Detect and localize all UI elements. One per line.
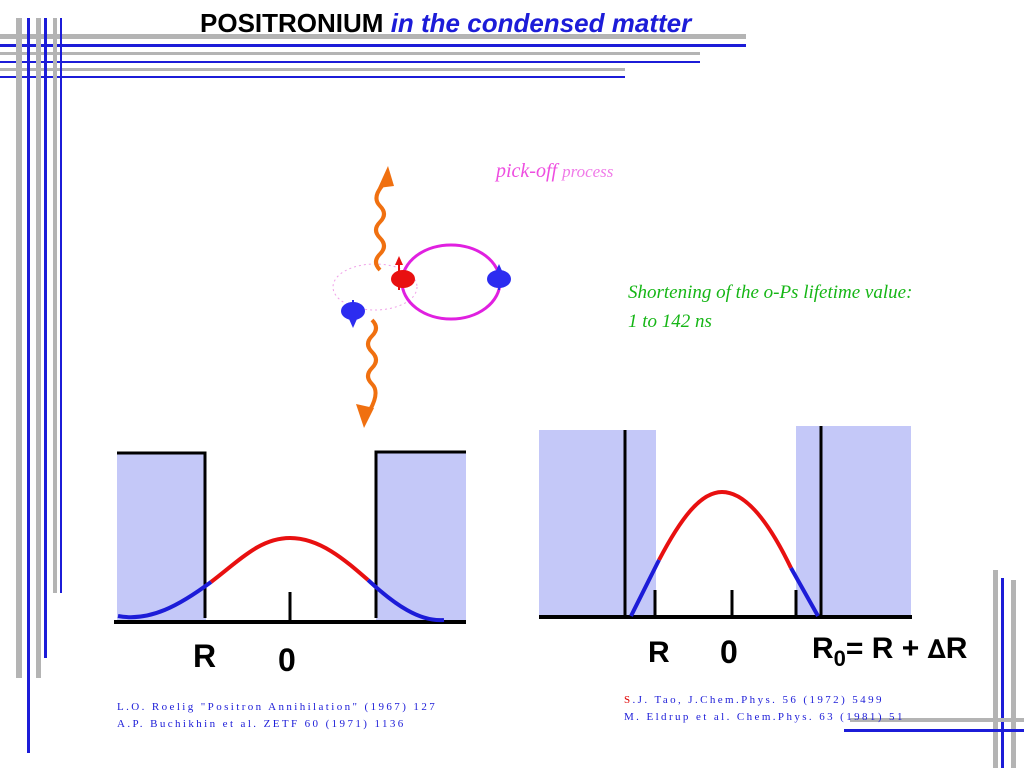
left-wavefunction-tail-right xyxy=(366,578,445,623)
lifetime-note-line2: 1 to 142 ns xyxy=(628,311,712,332)
reference-left-1: L.O. Roelig "Positron Annihilation" (196… xyxy=(117,701,438,713)
left-well-plot xyxy=(114,450,466,624)
r0-formula-end: R xyxy=(945,632,968,665)
left-r-label: R xyxy=(193,638,217,674)
process-word: process xyxy=(562,162,614,181)
left-wavefunction-tail-left xyxy=(117,580,213,620)
left-zero-label: 0 xyxy=(278,642,296,678)
reference-left-2: A.P. Buchikhin et al. ZETF 60 (1971) 113… xyxy=(117,718,406,730)
right-wavefunction-inside xyxy=(657,489,793,569)
reference-right-2: M. Eldrup et al. Chem.Phys. 63 (1981) 51 xyxy=(624,711,905,723)
right-wavefunction-edge-right xyxy=(789,567,820,617)
photon-wave-lower xyxy=(366,318,378,411)
positronium-orbit xyxy=(400,243,502,321)
right-well-plot xyxy=(539,426,912,619)
right-r-label: R xyxy=(648,636,670,669)
lifetime-note-line1: Shortening of the o-Ps lifetime value: xyxy=(628,282,913,303)
r0-formula-rest: = R + xyxy=(845,632,928,665)
r0-subscript: 0 xyxy=(833,646,846,671)
reference-right-1-text: .J. Tao, J.Chem.Phys. 56 (1972) 5499 xyxy=(632,694,884,706)
photon-arrow-upper xyxy=(378,166,394,188)
photon-arrow-lower xyxy=(356,404,374,428)
reference-right-1: S.J. Tao, J.Chem.Phys. 56 (1972) 5499 xyxy=(624,694,884,706)
r0-formula: R0= R + ∆R xyxy=(812,632,968,671)
lifetime-note: Shortening of the o-Ps lifetime value: 1… xyxy=(628,278,912,336)
left-wavefunction-inside xyxy=(209,535,370,584)
slide-title: POSITRONIUM in the condensed matter xyxy=(200,8,691,39)
positron xyxy=(391,270,415,288)
delta-symbol: ∆ xyxy=(927,635,946,665)
title-emphasis: in the condensed xyxy=(390,8,605,38)
positronium-illustration xyxy=(332,166,511,428)
reference-right-initial: S xyxy=(624,694,633,706)
photon-wave-upper xyxy=(374,184,386,272)
pick-off-caption: pick-off process xyxy=(496,160,613,183)
left-well-barrier xyxy=(117,451,207,618)
right-zero-label: 0 xyxy=(720,634,738,670)
r0-symbol: R xyxy=(812,632,834,665)
frame-decoration xyxy=(0,18,1024,768)
title-end: matter xyxy=(611,8,692,38)
right-wavefunction-edge-left xyxy=(629,559,661,617)
title-main: POSITRONIUM xyxy=(200,8,384,38)
pick-off-word: pick-off xyxy=(496,160,558,182)
right-well-barrier xyxy=(374,450,466,618)
